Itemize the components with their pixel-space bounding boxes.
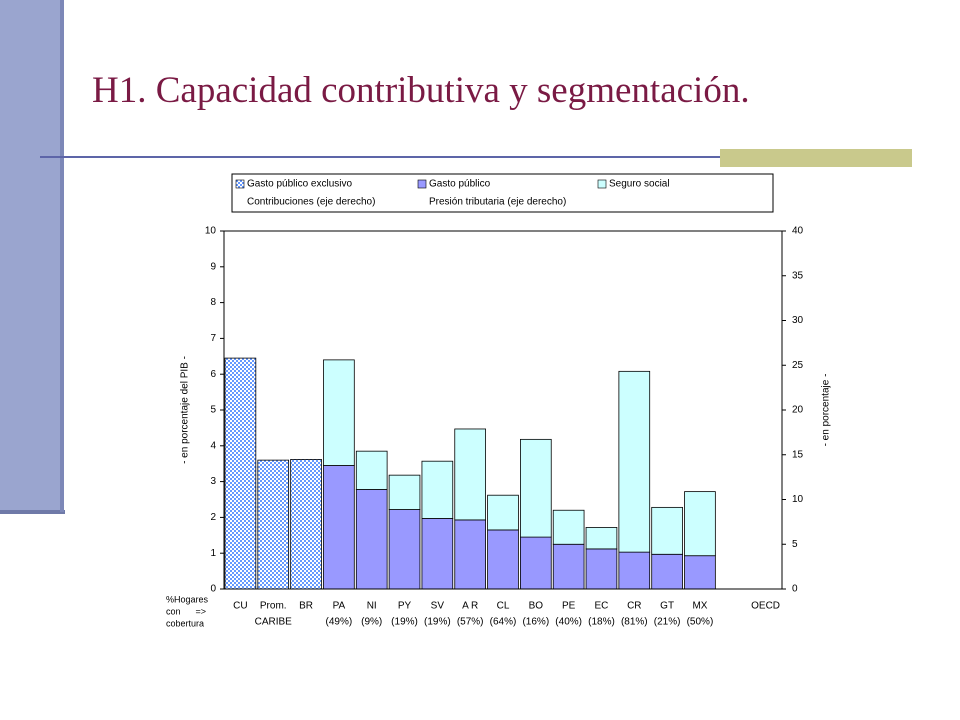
bar: [454, 519, 486, 590]
y2-tick-label: 25: [792, 360, 804, 371]
x-sub-label: (57%): [457, 617, 484, 628]
slide-title: H1. Capacidad contributiva y segmentació…: [92, 70, 750, 111]
y-tick-label: 3: [210, 476, 216, 487]
legend-label: Contribuciones (eje derecho): [247, 197, 375, 208]
bar: [355, 450, 388, 490]
row-label: cobertura: [166, 618, 204, 628]
accent-block: [720, 149, 912, 167]
y-tick-label: 5: [210, 405, 216, 416]
row-label: %Hogares: [166, 594, 209, 604]
x-sub-label: (50%): [687, 617, 714, 628]
bar: [552, 509, 585, 545]
bar: [224, 357, 257, 590]
x-tick-label: SV: [431, 601, 445, 612]
x-tick-label: PA: [333, 601, 346, 612]
x-sub-label: (64%): [490, 617, 517, 628]
bar: [454, 428, 486, 521]
legend-label: Presión tributaria (eje derecho): [429, 197, 566, 208]
y-tick-label: 0: [210, 584, 216, 595]
x-tick-label: CR: [627, 601, 641, 612]
bar: [684, 491, 716, 557]
x-tick-label: Prom.: [260, 601, 287, 612]
x-tick-label: BR: [299, 601, 313, 612]
row-label: con =>: [166, 606, 206, 616]
x-sub-label: (81%): [621, 617, 648, 628]
x-tick-label: MX: [692, 601, 707, 612]
y-tick-label: 2: [210, 512, 216, 523]
side-bar-shadow: [0, 510, 65, 514]
y2-tick-label: 0: [792, 584, 798, 595]
x-sub-label: (16%): [522, 617, 549, 628]
x-sub-label: (9%): [361, 617, 382, 628]
x-tick-label: A R: [462, 601, 478, 612]
side-bar-edge: [60, 0, 64, 512]
y-tick-label: 6: [210, 369, 216, 380]
x-sub-label: (49%): [326, 617, 353, 628]
legend-box: [231, 173, 774, 213]
legend-label: Gasto público: [429, 179, 491, 190]
y-tick-label: 9: [210, 261, 216, 272]
bar: [323, 359, 355, 466]
bar: [290, 459, 322, 590]
x-sub-label: CARIBE: [255, 617, 293, 628]
y-tick-label: 8: [210, 297, 216, 308]
bar: [487, 529, 519, 590]
x-tick-label: EC: [595, 601, 609, 612]
y-tick-label: 10: [205, 226, 217, 237]
y-tick-label: 7: [210, 333, 216, 344]
legend-swatch: [417, 179, 427, 189]
y2-tick-label: 35: [792, 270, 804, 281]
x-sub-label: (19%): [424, 617, 451, 628]
bar: [618, 370, 651, 553]
bar: [388, 474, 421, 510]
bar: [355, 489, 388, 590]
x-tick-label: PY: [398, 601, 412, 612]
y2-tick-label: 10: [792, 494, 804, 505]
y-axis-label: - en porcentaje del PIB -: [180, 356, 191, 464]
x-tick-label: PE: [562, 601, 576, 612]
bar: [585, 548, 618, 590]
y-tick-label: 4: [210, 440, 216, 451]
bar: [487, 494, 519, 531]
bar: [388, 509, 421, 590]
x-sub-label: (19%): [391, 617, 418, 628]
x-tick-label: GT: [660, 601, 674, 612]
y2-tick-label: 20: [792, 405, 804, 416]
legend-swatch: [235, 179, 245, 189]
x-tick-label: CU: [233, 601, 247, 612]
x-tick-label: BO: [529, 601, 544, 612]
y2-axis-label: - en porcentaje -: [821, 374, 832, 447]
bar: [421, 518, 454, 590]
bar: [618, 551, 651, 590]
y-tick-label: 1: [210, 548, 216, 559]
side-bar: [0, 0, 63, 512]
bar: [421, 460, 454, 519]
x-sub-label: (40%): [555, 617, 582, 628]
y2-tick-label: 5: [792, 539, 798, 550]
x-tick-label: NI: [367, 601, 377, 612]
bar: [651, 553, 683, 590]
bar: [323, 465, 355, 590]
legend-label: Gasto público exclusivo: [247, 179, 352, 190]
bar: [585, 527, 618, 550]
y2-tick-label: 30: [792, 315, 804, 326]
bar: [520, 536, 552, 590]
x-tick-label: CL: [497, 601, 510, 612]
y2-tick-label: 40: [792, 226, 804, 237]
bar: [651, 506, 683, 555]
x-tick-label: OECD: [751, 601, 780, 612]
legend-label: Seguro social: [609, 179, 670, 190]
y2-tick-label: 15: [792, 449, 804, 460]
bar: [684, 555, 716, 590]
bar: [552, 543, 585, 590]
x-sub-label: (18%): [588, 617, 615, 628]
legend-swatch: [597, 179, 607, 189]
bar: [520, 438, 552, 538]
bar: [257, 459, 290, 590]
x-sub-label: (21%): [654, 617, 681, 628]
